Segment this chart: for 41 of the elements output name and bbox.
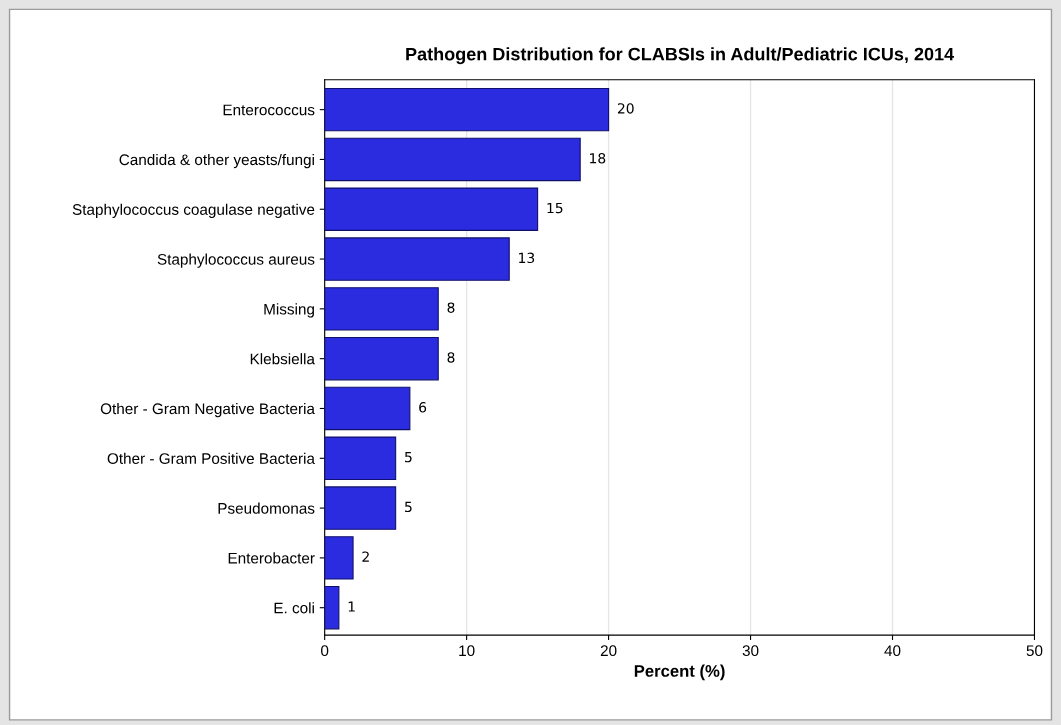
- x-tick-label: 40: [884, 645, 901, 657]
- bar: [324, 287, 439, 331]
- data-label: 5: [405, 501, 412, 513]
- bar: [324, 436, 397, 481]
- bar: [324, 486, 397, 530]
- y-tick-label: E. coli: [274, 602, 314, 614]
- y-tick-label: Staphylococcus aureus: [157, 253, 315, 268]
- chart-title: Pathogen Distribution for CLABSIs in Adult/Pediatric ICUs, 2014: [406, 47, 955, 65]
- data-label: 8: [447, 352, 455, 363]
- data-label: 20: [617, 103, 634, 114]
- data-label: 15: [547, 202, 563, 214]
- data-label: 2: [362, 551, 369, 562]
- x-tick-label: 30: [742, 645, 759, 657]
- y-tick-label: Enterococcus: [223, 104, 315, 116]
- data-label: 1: [348, 601, 355, 612]
- bar: [324, 187, 539, 231]
- data-label: 13: [519, 252, 535, 264]
- data-label: 18: [590, 152, 606, 164]
- y-tick-label: Staphylococcus coagulase negative: [72, 203, 315, 218]
- y-tick-label: Pseudomonas: [218, 502, 315, 514]
- y-tick-label: Candida & other yeasts/fungi: [119, 153, 314, 169]
- x-tick-label: 50: [1026, 645, 1043, 657]
- x-tick-label: 20: [600, 645, 617, 657]
- y-tick-label: Klebsiella: [250, 353, 315, 365]
- y-tick-label: Missing: [264, 303, 314, 318]
- data-label: 6: [419, 402, 427, 413]
- y-tick-label: Enterobacter: [228, 552, 315, 564]
- bar: [324, 237, 510, 281]
- data-label: 8: [447, 302, 455, 313]
- x-tick-label: 0: [321, 645, 329, 657]
- bar: [324, 336, 439, 381]
- bar: [324, 137, 581, 182]
- bar: [324, 585, 340, 630]
- bar: [324, 536, 354, 580]
- y-tick-label: Other - Gram Negative Bacteria: [100, 402, 315, 418]
- y-tick-label: Other - Gram Positive Bacteria: [107, 452, 315, 464]
- bar: [324, 87, 610, 132]
- data-label: 5: [405, 451, 412, 463]
- x-tick-label: 10: [459, 645, 475, 657]
- x-axis-title: Percent (%): [634, 664, 725, 681]
- bar: [324, 386, 411, 431]
